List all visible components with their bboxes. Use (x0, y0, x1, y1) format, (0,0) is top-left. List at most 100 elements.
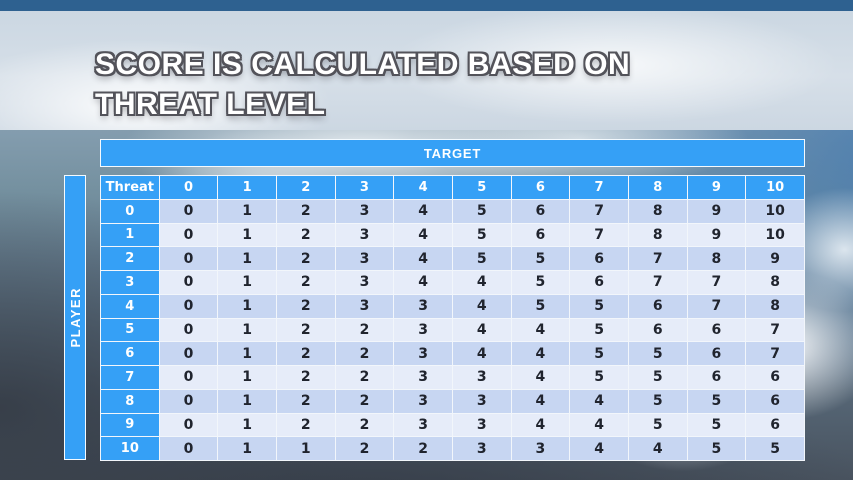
score-cell: 3 (393, 341, 453, 366)
score-cell: 1 (217, 317, 277, 343)
score-cell: 1 (217, 388, 277, 414)
score-cell: 8 (745, 270, 805, 295)
target-column-header: 2 (275, 175, 336, 200)
player-axis-label: PLAYER (64, 175, 86, 460)
score-cell: 4 (451, 270, 512, 295)
threat-row-header: 4 (100, 293, 160, 319)
score-cell: 0 (158, 341, 219, 366)
score-cell: 1 (217, 293, 277, 319)
target-column-header: 5 (451, 175, 512, 200)
score-cell: 0 (158, 198, 219, 224)
score-cell: 1 (217, 365, 277, 390)
score-cell: 3 (451, 436, 512, 461)
score-cell: 4 (451, 293, 512, 319)
player-axis-label-text: PLAYER (67, 287, 83, 348)
score-cell: 4 (510, 317, 571, 343)
slide-title-line1: SCORE IS CALCULATED BASED ON (95, 48, 631, 81)
score-cell: 2 (393, 436, 453, 461)
target-column-header: 1 (217, 175, 277, 200)
score-cell: 5 (569, 317, 629, 343)
score-cell: 4 (510, 365, 571, 390)
score-cell: 6 (745, 412, 805, 438)
slide-title-line2: THREAT LEVEL (95, 88, 326, 121)
score-cell: 3 (334, 270, 395, 295)
score-cell: 6 (745, 388, 805, 414)
threat-row-header: 1 (100, 222, 160, 248)
score-cell: 4 (569, 436, 629, 461)
score-cell: 1 (217, 341, 277, 366)
score-cell: 6 (569, 246, 629, 271)
score-cell: 8 (627, 198, 688, 224)
score-cell: 6 (510, 198, 571, 224)
score-cell: 2 (275, 388, 336, 414)
score-cell: 0 (158, 270, 219, 295)
score-cell: 0 (158, 293, 219, 319)
score-cell: 5 (686, 388, 747, 414)
score-cell: 3 (393, 412, 453, 438)
score-cell: 6 (627, 317, 688, 343)
score-cell: 7 (686, 270, 747, 295)
score-cell: 10 (745, 222, 805, 248)
score-cell: 6 (686, 341, 747, 366)
score-cell: 5 (569, 365, 629, 390)
threat-corner-cell: Threat (100, 175, 160, 200)
title-band: SCORE IS CALCULATED BASED ON THREAT LEVE… (0, 11, 853, 130)
score-cell: 5 (686, 436, 747, 461)
score-cell: 6 (686, 365, 747, 390)
score-cell: 1 (217, 412, 277, 438)
score-cell: 4 (393, 246, 453, 271)
threat-row-header: 10 (100, 436, 160, 461)
score-cell: 4 (510, 388, 571, 414)
score-cell: 5 (627, 412, 688, 438)
score-cell: 6 (745, 365, 805, 390)
score-cell: 5 (686, 412, 747, 438)
target-column-header: 6 (510, 175, 571, 200)
table-row: 0 0 1 2 3 4 5 6 7 8 9 10 (100, 198, 805, 224)
score-cell: 1 (275, 436, 336, 461)
top-accent-strip (0, 0, 853, 11)
score-cell: 1 (217, 222, 277, 248)
score-cell: 1 (217, 198, 277, 224)
score-cell: 2 (275, 246, 336, 271)
score-cell: 0 (158, 436, 219, 461)
score-cell: 7 (569, 198, 629, 224)
score-cell: 4 (627, 436, 688, 461)
score-cell: 2 (275, 341, 336, 366)
score-cell: 5 (569, 341, 629, 366)
score-cell: 3 (451, 412, 512, 438)
score-cell: 2 (334, 365, 395, 390)
score-cell: 9 (745, 246, 805, 271)
threat-row-header: 8 (100, 388, 160, 414)
score-cell: 5 (569, 293, 629, 319)
score-cell: 3 (393, 388, 453, 414)
score-cell: 5 (745, 436, 805, 461)
score-cell: 7 (745, 341, 805, 366)
score-cell: 3 (334, 198, 395, 224)
score-cell: 8 (686, 246, 747, 271)
target-column-header: 8 (627, 175, 688, 200)
score-cell: 9 (686, 222, 747, 248)
score-cell: 8 (627, 222, 688, 248)
score-cell: 0 (158, 246, 219, 271)
score-cell: 4 (393, 222, 453, 248)
score-cell: 5 (451, 222, 512, 248)
score-cell: 3 (334, 293, 395, 319)
target-column-header: 4 (393, 175, 453, 200)
score-cell: 0 (158, 222, 219, 248)
score-cell: 7 (627, 270, 688, 295)
score-cell: 3 (393, 317, 453, 343)
score-cell: 2 (275, 412, 336, 438)
score-cell: 2 (334, 317, 395, 343)
score-matrix-table: Threat 0 1 2 3 4 5 6 7 8 9 10 0 0 1 2 3 4 5 6 7 8 9 10 1 0 1 2 3 4 5 6… (100, 175, 805, 461)
score-cell: 6 (627, 293, 688, 319)
score-matrix-header: Threat 0 1 2 3 4 5 6 7 8 9 10 (100, 175, 805, 200)
score-cell: 2 (334, 436, 395, 461)
score-cell: 8 (745, 293, 805, 319)
score-cell: 0 (158, 365, 219, 390)
score-cell: 2 (334, 341, 395, 366)
